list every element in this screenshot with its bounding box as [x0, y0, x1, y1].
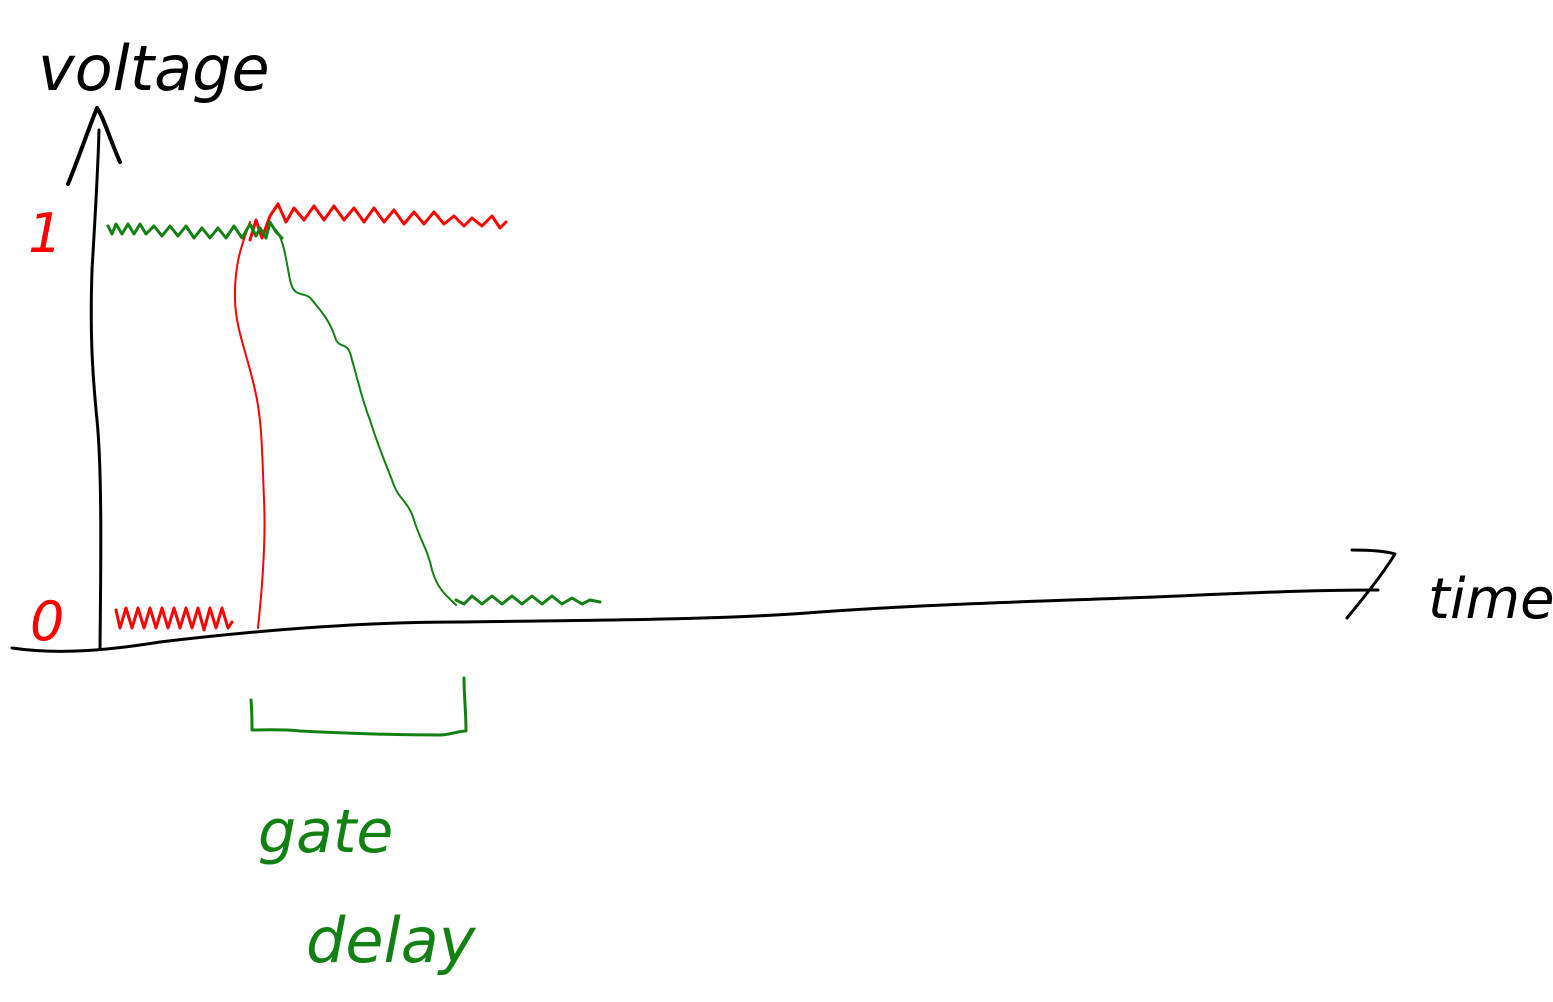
gate-delay-label-line2: delay	[306, 904, 477, 977]
x-axis-label: time	[1428, 567, 1553, 632]
y-axis-label: voltage	[38, 32, 270, 105]
y-axis-arrowhead	[66, 106, 122, 186]
level-high-label: 1	[28, 202, 62, 265]
output-signal-falling-edge	[275, 229, 457, 606]
level-low-label: 0	[30, 590, 64, 653]
input-signal-low	[114, 606, 234, 632]
input-signal-high	[248, 202, 508, 242]
gate-delay-bracket	[249, 676, 468, 737]
x-axis-arrowhead	[1345, 548, 1397, 620]
y-axis-line	[89, 128, 103, 650]
x-axis-line	[10, 588, 1380, 653]
gate-delay-label-line1: gate	[258, 797, 393, 867]
output-signal-low	[454, 594, 602, 606]
input-signal-rising-edge	[233, 221, 266, 629]
output-signal-high	[106, 220, 284, 240]
